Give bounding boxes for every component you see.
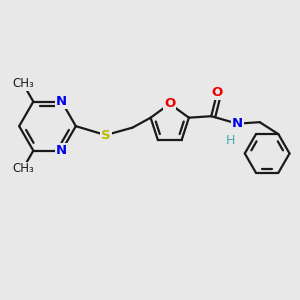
Text: N: N (56, 95, 67, 108)
Text: N: N (56, 144, 67, 157)
Text: CH₃: CH₃ (12, 77, 34, 90)
Text: N: N (232, 117, 243, 130)
Text: CH₃: CH₃ (12, 162, 34, 175)
Text: O: O (212, 86, 223, 99)
Text: O: O (164, 97, 176, 110)
Text: S: S (101, 129, 110, 142)
Text: H: H (226, 134, 235, 147)
